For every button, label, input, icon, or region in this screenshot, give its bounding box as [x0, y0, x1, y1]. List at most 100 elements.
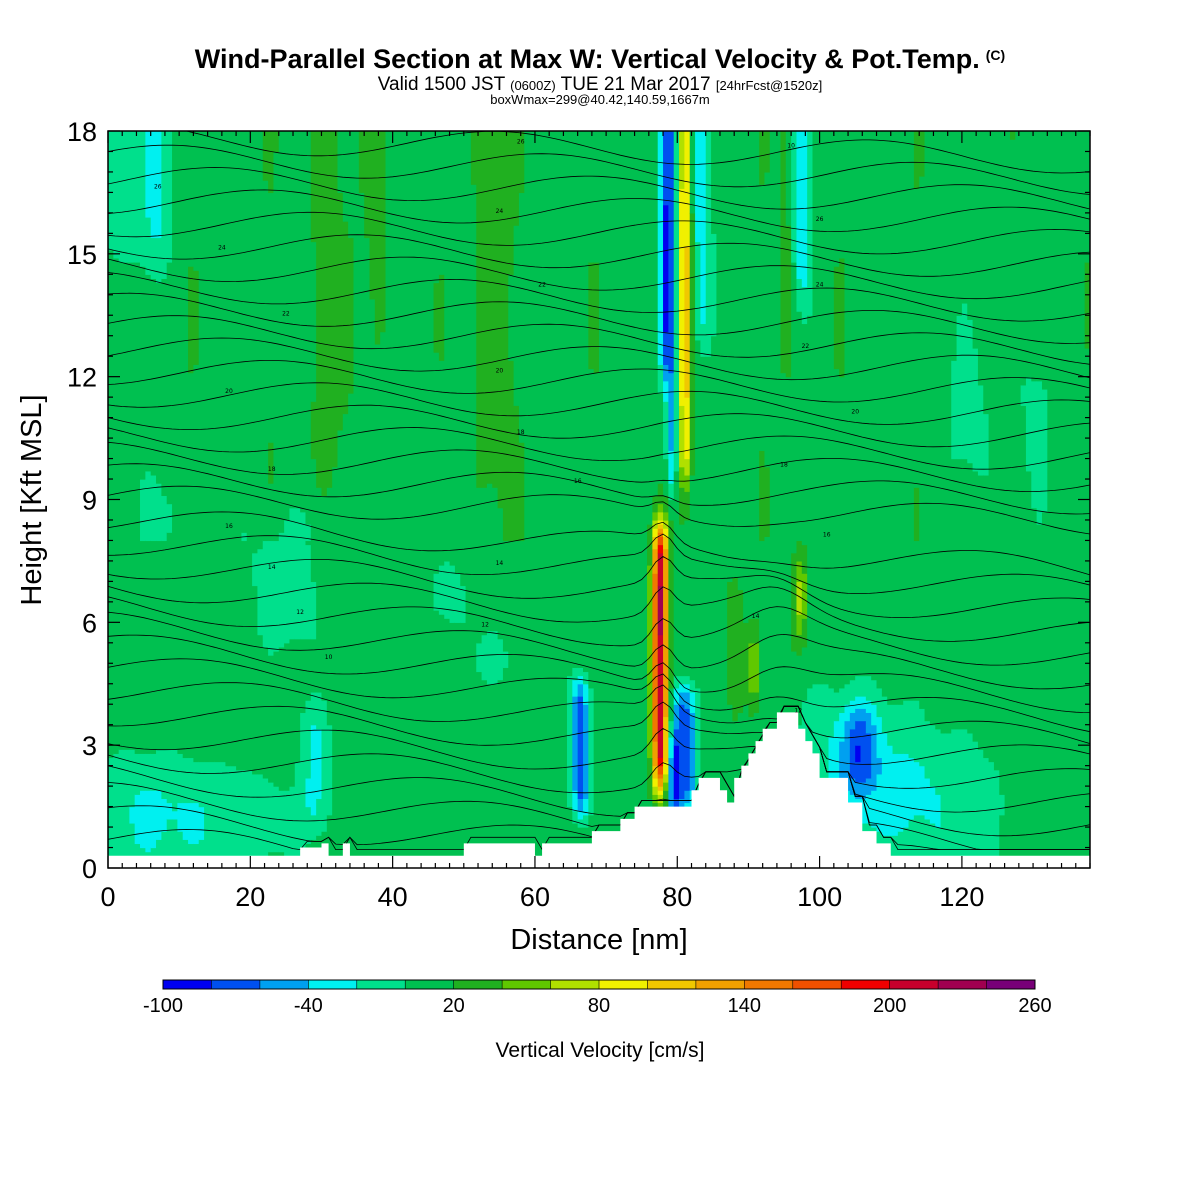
velocity-cell — [657, 765, 664, 775]
velocity-cell — [577, 810, 584, 820]
velocity-cell — [428, 131, 435, 868]
velocity-cell — [326, 487, 333, 726]
isentrope-label: 18 — [268, 466, 276, 473]
velocity-cell — [438, 565, 445, 615]
velocity-cell — [652, 777, 659, 787]
velocity-cell — [673, 470, 680, 677]
velocity-cell — [300, 712, 307, 849]
velocity-cell — [236, 769, 243, 868]
velocity-cell — [860, 131, 867, 677]
velocity-cell — [166, 131, 173, 263]
velocity-cell — [679, 405, 685, 468]
velocity-cell — [903, 700, 910, 754]
velocity-cell — [513, 405, 520, 542]
velocity-cell — [652, 131, 659, 497]
velocity-cell — [652, 536, 659, 550]
velocity-cell — [156, 839, 162, 868]
velocity-cell — [284, 642, 291, 791]
velocity-cell — [257, 634, 264, 775]
velocity-cell — [892, 835, 899, 868]
colorbar-swatch — [405, 980, 455, 989]
velocity-cell — [518, 131, 525, 194]
velocity-cell — [663, 401, 669, 460]
velocity-cell — [284, 131, 291, 521]
velocity-cell — [764, 171, 771, 468]
velocity-cell — [801, 323, 808, 546]
velocity-cell — [684, 491, 691, 521]
velocity-cell — [582, 814, 589, 828]
velocity-cell — [321, 700, 328, 832]
velocity-cell — [689, 679, 696, 693]
velocity-cell — [839, 376, 846, 689]
velocity-cell — [390, 131, 397, 868]
velocity-cell — [129, 822, 136, 868]
velocity-cell — [657, 790, 664, 795]
velocity-cell — [753, 691, 760, 714]
velocity-cell — [124, 749, 130, 868]
velocity-cell — [935, 131, 942, 730]
velocity-cell — [342, 131, 349, 222]
velocity-cell — [903, 753, 910, 828]
velocity-cell — [668, 483, 675, 501]
velocity-cell — [679, 131, 685, 189]
velocity-cell — [844, 131, 851, 685]
velocity-cell — [801, 286, 808, 325]
velocity-cell — [897, 131, 904, 705]
velocity-cell — [257, 548, 264, 636]
velocity-cell — [326, 814, 333, 868]
isentrope-label: 12 — [794, 707, 802, 714]
velocity-cell — [796, 278, 803, 312]
velocity-cell — [182, 839, 189, 868]
velocity-cell — [273, 131, 280, 153]
velocity-cell — [935, 794, 942, 828]
velocity-cell — [310, 638, 317, 693]
velocity-cell — [225, 765, 232, 868]
velocity-cell — [518, 442, 525, 542]
velocity-cell — [534, 131, 541, 868]
velocity-cell — [844, 683, 851, 705]
velocity-cell — [828, 736, 835, 799]
velocity-cell — [871, 790, 878, 828]
velocity-cell — [481, 634, 488, 681]
velocity-cell — [225, 131, 232, 767]
velocity-cell — [679, 704, 685, 799]
velocity-cell — [1020, 405, 1027, 868]
velocity-cell — [881, 131, 888, 697]
velocity-cell — [796, 540, 803, 562]
velocity-cell — [380, 331, 387, 868]
velocity-cell — [865, 700, 872, 714]
velocity-cell — [166, 532, 173, 750]
velocity-cell — [140, 540, 146, 754]
velocity-cell — [161, 831, 168, 868]
isentrope-label: 10 — [325, 654, 333, 661]
velocity-cell — [727, 581, 734, 705]
velocity-cell — [823, 131, 830, 685]
isentrope-line — [108, 511, 1090, 576]
isentrope-line — [108, 533, 1090, 594]
velocity-cell — [241, 131, 248, 533]
velocity-cell — [743, 131, 750, 623]
velocity-cell — [460, 622, 467, 868]
velocity-cell — [321, 495, 328, 701]
velocity-cell — [342, 221, 349, 415]
velocity-cell — [588, 687, 595, 816]
velocity-cell — [876, 773, 883, 832]
velocity-cell — [972, 470, 979, 742]
velocity-cell — [684, 675, 691, 685]
velocity-cell — [284, 519, 291, 644]
velocity-cell — [156, 131, 162, 239]
velocity-cell — [444, 618, 451, 868]
velocity-cell — [993, 131, 1000, 771]
velocity-cell — [481, 487, 488, 636]
velocity-cell — [727, 704, 734, 868]
velocity-cell — [663, 511, 669, 521]
velocity-cell — [486, 630, 493, 685]
velocity-cell — [220, 131, 227, 763]
velocity-cell — [695, 131, 702, 243]
velocity-cell — [481, 131, 488, 488]
velocity-cell — [358, 192, 365, 868]
velocity-cell — [913, 700, 920, 763]
isentrope-line — [108, 382, 1090, 425]
velocity-cell — [444, 560, 451, 619]
velocity-cell — [294, 638, 301, 763]
